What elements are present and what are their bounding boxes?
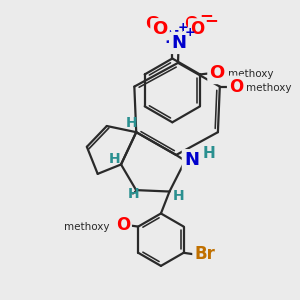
Text: methoxy: methoxy: [246, 83, 292, 93]
Text: H: H: [128, 187, 140, 201]
Text: H: H: [125, 116, 137, 130]
Text: H: H: [173, 188, 184, 203]
Text: methoxy: methoxy: [64, 222, 110, 232]
Text: Br: Br: [194, 245, 215, 263]
Text: N: N: [184, 151, 199, 169]
Text: N: N: [165, 29, 180, 47]
Text: O: O: [229, 78, 243, 96]
Text: methoxy: methoxy: [228, 69, 274, 80]
Text: O: O: [184, 15, 199, 33]
Text: +: +: [184, 26, 195, 39]
Text: O: O: [209, 64, 225, 82]
Text: H: H: [109, 152, 121, 166]
Text: −: −: [199, 6, 213, 24]
Text: +: +: [178, 21, 189, 34]
Text: O: O: [152, 20, 168, 38]
Text: N: N: [171, 34, 186, 52]
Text: −: −: [204, 11, 218, 29]
Text: H: H: [203, 146, 216, 161]
Text: O: O: [145, 15, 160, 33]
Text: O: O: [116, 216, 130, 234]
Text: O: O: [190, 20, 204, 38]
